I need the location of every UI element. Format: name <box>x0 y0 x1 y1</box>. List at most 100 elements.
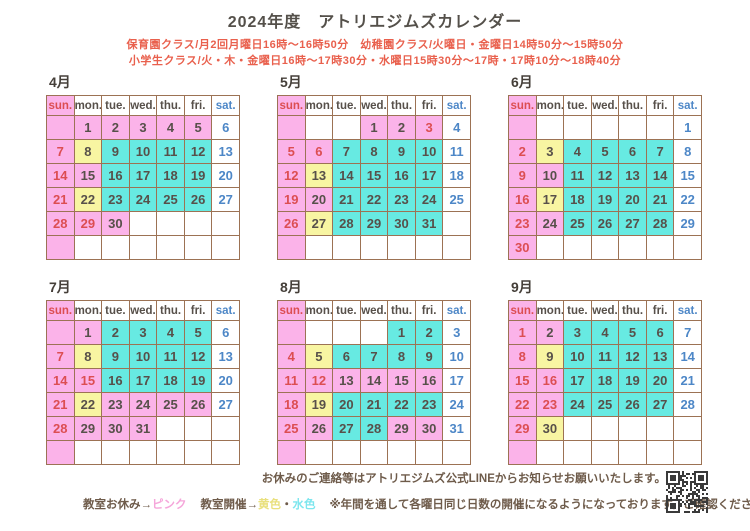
empty-cell <box>156 416 185 441</box>
empty-cell <box>359 320 389 345</box>
day-cell: 8 <box>73 344 103 369</box>
week-row: 14 15 16 17 18 19 20 <box>46 368 240 393</box>
day-cell: 5 <box>277 139 306 164</box>
week-row: 29 30 <box>508 416 702 441</box>
empty-cell <box>535 115 565 140</box>
day-cell: 12 <box>277 163 306 188</box>
legend-separator: ・ <box>281 499 293 511</box>
day-cell: 13 <box>618 163 647 188</box>
day-header-fri: fri. <box>183 300 213 321</box>
empty-cell <box>508 440 537 465</box>
day-header-thu: thu. <box>156 95 185 116</box>
day-header-wed: wed. <box>590 95 620 116</box>
empty-cell <box>73 440 103 465</box>
day-cell: 25 <box>156 392 185 417</box>
day-cell: 23 <box>387 187 416 212</box>
day-cell: 27 <box>304 211 334 236</box>
empty-cell <box>46 320 75 345</box>
month-table: sun. mon. tue. wed. thu. fri. sat. 1 2 3 4 5 6 7 8 9 10 1… <box>46 300 240 465</box>
day-cell: 7 <box>673 320 702 345</box>
empty-cell <box>277 440 306 465</box>
empty-cell <box>535 235 565 260</box>
day-cell: 1 <box>508 320 537 345</box>
empty-cell <box>277 235 306 260</box>
day-cell: 28 <box>46 211 75 236</box>
day-cell: 20 <box>211 163 240 188</box>
empty-cell <box>618 115 647 140</box>
day-cell: 7 <box>46 344 75 369</box>
empty-cell <box>563 115 592 140</box>
day-header-wed: wed. <box>128 95 158 116</box>
day-cell: 16 <box>535 368 565 393</box>
day-cell: 6 <box>304 139 334 164</box>
day-cell: 23 <box>535 392 565 417</box>
day-cell: 24 <box>414 187 444 212</box>
day-cell: 8 <box>359 139 389 164</box>
day-cell: 31 <box>414 211 444 236</box>
day-cell: 23 <box>508 211 537 236</box>
legend-cyan-value: 水色 <box>292 499 316 511</box>
day-header-mon: mon. <box>304 300 334 321</box>
day-cell: 20 <box>618 187 647 212</box>
day-cell: 9 <box>387 139 416 164</box>
day-cell: 16 <box>101 163 130 188</box>
day-cell: 3 <box>128 115 158 140</box>
day-cell: 31 <box>442 416 471 441</box>
day-cell: 16 <box>414 368 444 393</box>
day-header-sun: sun. <box>508 300 537 321</box>
day-cell: 1 <box>359 115 389 140</box>
day-cell: 10 <box>414 139 444 164</box>
month-calendar-8: 8月 sun. mon. tue. wed. thu. fri. sat. 1 2 3 4 5 6 7 8 9 1… <box>277 277 471 465</box>
calendar-row-1: 4月 sun. mon. tue. wed. thu. fri. sat. 1 2 3 4 5 6 7 8 9 1… <box>46 72 702 260</box>
day-cell: 4 <box>590 320 620 345</box>
day-cell: 15 <box>359 163 389 188</box>
day-cell: 25 <box>277 416 306 441</box>
week-row: 21 22 23 24 25 26 27 <box>46 392 240 417</box>
month-table: sun. mon. tue. wed. thu. fri. sat. 1 2 3 4 5 6 7 8 9 10 1… <box>277 95 471 260</box>
empty-cell <box>46 235 75 260</box>
empty-cell <box>128 235 158 260</box>
day-cell: 20 <box>645 368 675 393</box>
day-cell: 19 <box>183 163 213 188</box>
day-cell: 19 <box>183 368 213 393</box>
day-cell: 13 <box>645 344 675 369</box>
day-cell: 25 <box>442 187 471 212</box>
day-cell: 31 <box>128 416 158 441</box>
day-cell: 27 <box>332 416 361 441</box>
day-cell: 12 <box>618 344 647 369</box>
empty-cell <box>277 115 306 140</box>
day-cell: 15 <box>73 163 103 188</box>
day-cell: 15 <box>508 368 537 393</box>
day-cell: 13 <box>211 139 240 164</box>
day-cell: 27 <box>211 187 240 212</box>
day-cell: 26 <box>277 211 306 236</box>
empty-cell <box>673 440 702 465</box>
month-calendar-6: 6月 sun. mon. tue. wed. thu. fri. sat. 1 2 3 4 5 6 7 8 9 1… <box>508 72 702 260</box>
week-row: 15 16 17 18 19 20 21 <box>508 368 702 393</box>
day-header-sat: sat. <box>211 95 240 116</box>
day-cell: 30 <box>414 416 444 441</box>
empty-cell <box>332 440 361 465</box>
day-header-wed: wed. <box>590 300 620 321</box>
week-row: 4 5 6 7 8 9 10 <box>277 344 471 369</box>
day-cell: 21 <box>46 392 75 417</box>
day-cell: 4 <box>156 320 185 345</box>
empty-cell <box>535 440 565 465</box>
day-cell: 3 <box>535 139 565 164</box>
day-cell: 11 <box>563 163 592 188</box>
day-header-fri: fri. <box>183 95 213 116</box>
empty-cell <box>590 440 620 465</box>
day-cell: 22 <box>73 187 103 212</box>
day-cell: 29 <box>387 416 416 441</box>
empty-cell <box>304 440 334 465</box>
empty-cell <box>645 235 675 260</box>
day-cell: 10 <box>442 344 471 369</box>
day-cell: 9 <box>508 163 537 188</box>
month-calendar-4: 4月 sun. mon. tue. wed. thu. fri. sat. 1 2 3 4 5 6 7 8 9 1… <box>46 72 240 260</box>
day-cell: 12 <box>304 368 334 393</box>
day-cell: 12 <box>183 139 213 164</box>
schedule-note-2: 小学生クラス/火・木・金曜日16時〜17時30分・水曜日15時30分〜17時・1… <box>128 55 622 67</box>
day-header-thu: thu. <box>618 95 647 116</box>
empty-cell <box>618 416 647 441</box>
day-cell: 2 <box>101 115 130 140</box>
